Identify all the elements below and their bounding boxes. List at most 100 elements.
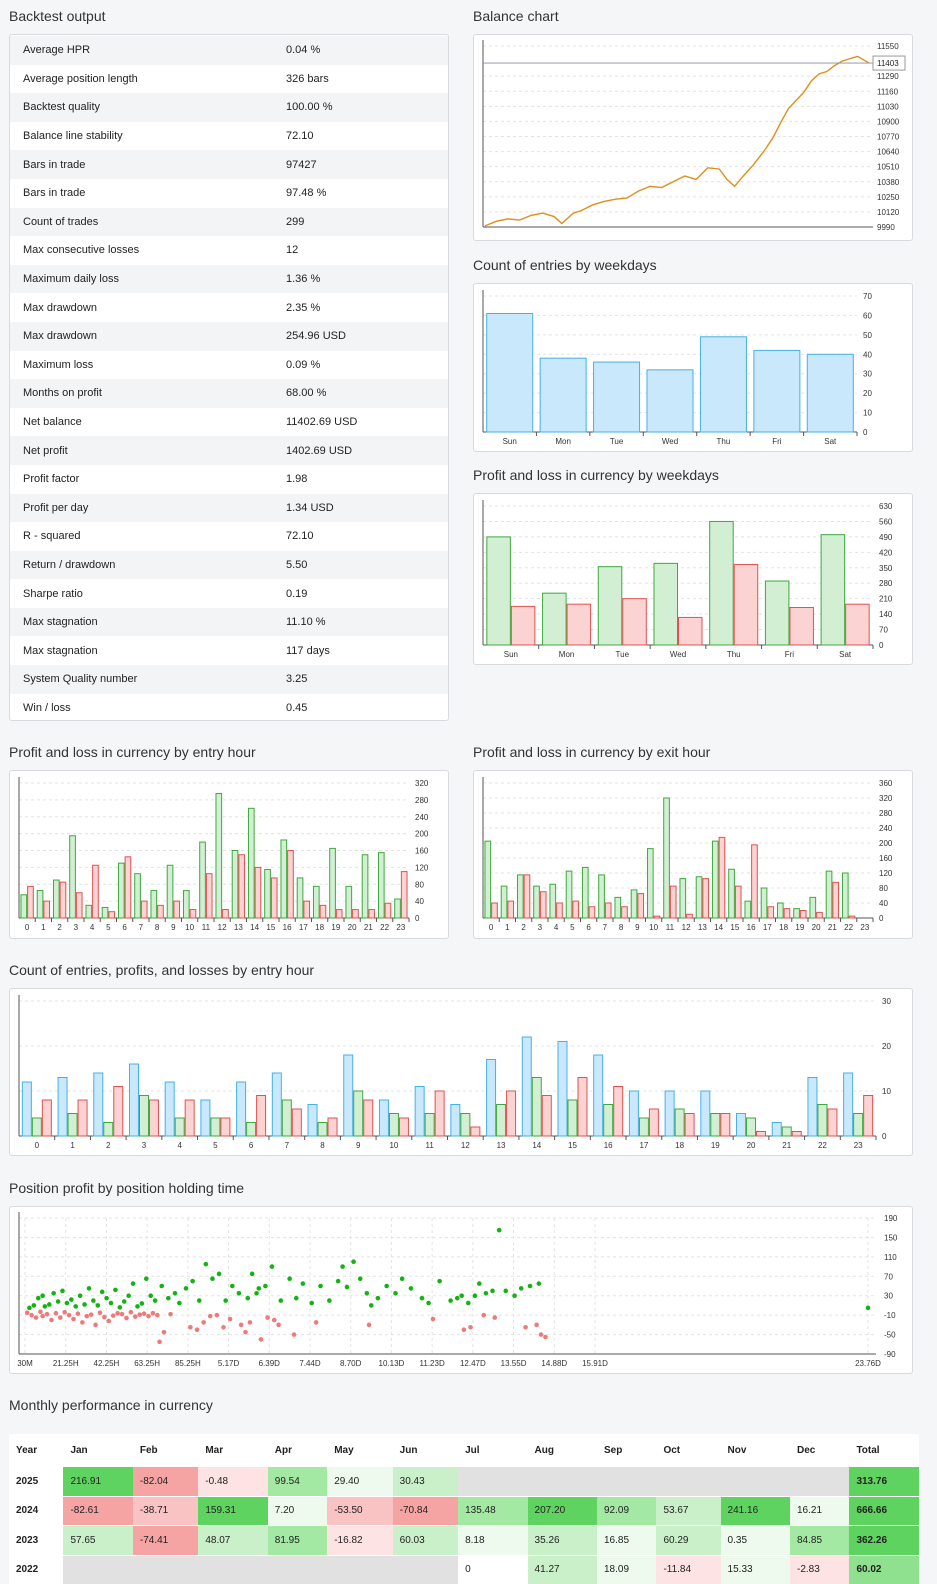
bar-red <box>684 1113 695 1137</box>
loss-point <box>137 1312 142 1317</box>
stat-value: 3.25 <box>273 665 448 694</box>
x-tick-label: Fri <box>772 437 782 446</box>
bar-red <box>621 906 628 919</box>
month-column-header: Mar <box>198 1434 268 1467</box>
bar-green <box>533 885 540 919</box>
pl-weekdays-chart: 0 70 140 210 280 350 420 490 560 630 Sun Mon Tue Wed T… <box>482 500 893 659</box>
x-tick-label: 7 <box>603 923 608 932</box>
y-tick-label: 120 <box>415 863 429 872</box>
loss-point <box>119 1311 125 1317</box>
bar-blue <box>486 1059 497 1137</box>
stat-row: Bars in trade 97.48 % <box>10 179 448 208</box>
profit-point <box>27 1305 32 1311</box>
month-value-cell: 30.43 <box>392 1466 459 1496</box>
bar-green <box>809 896 817 919</box>
bar-red <box>588 906 596 919</box>
loss-point <box>62 1309 67 1315</box>
loss-point <box>97 1310 103 1316</box>
bar-red <box>791 1131 802 1137</box>
x-tick-label: 17 <box>639 1141 648 1150</box>
x-tick-label: 21 <box>828 923 837 932</box>
month-value-cell: 15.33 <box>720 1554 790 1584</box>
y-tick-label: 190 <box>884 1214 898 1223</box>
x-tick-label: Mon <box>559 650 575 659</box>
bar-blue <box>21 1081 32 1137</box>
bar-red <box>220 1117 231 1137</box>
bar-green <box>166 864 174 919</box>
profit-point <box>399 1276 405 1282</box>
stat-label: Win / loss <box>23 701 71 714</box>
x-tick-label: Mon <box>555 437 571 446</box>
bar-red <box>222 909 229 919</box>
stat-row: Net profit 1402.69 USD <box>10 436 448 465</box>
loss-point <box>313 1320 319 1325</box>
pl-entry-hour-panel: 0 40 80 120 160 200 240 280 320 0 1 2 3 4 5 6 7 8 9 10 11 12 1… <box>9 770 449 939</box>
month-value-cell: 241.16 <box>720 1495 790 1526</box>
y-tick-label: 40 <box>863 350 872 359</box>
bar-blue <box>521 1036 532 1137</box>
bar-red <box>734 885 742 919</box>
stat-label: Maximum daily loss <box>10 264 273 294</box>
profit-point <box>448 1298 453 1303</box>
profit-point <box>309 1300 314 1306</box>
bar-red <box>845 603 870 646</box>
month-value-cell <box>392 1554 459 1584</box>
stat-value: 5.50 <box>273 550 448 580</box>
loss-point <box>481 1312 487 1318</box>
x-tick-label: 2 <box>521 923 526 932</box>
x-tick-label: 16 <box>604 1141 613 1150</box>
x-tick-label: 8 <box>320 1141 325 1150</box>
stat-value: 299 <box>273 207 448 237</box>
profit-point <box>375 1295 381 1301</box>
bar-blue <box>128 1063 139 1137</box>
profit-point <box>454 1295 460 1301</box>
loss-point <box>430 1316 436 1322</box>
stat-value: 72.10 <box>286 130 314 143</box>
profit-point <box>236 1290 242 1296</box>
bar-red <box>384 902 392 919</box>
bar-green <box>711 840 719 919</box>
x-tick-label: 19 <box>331 923 340 932</box>
loss-point <box>88 1312 94 1317</box>
stat-row: Maximum daily loss 1.36 % <box>10 264 448 294</box>
loss-point <box>161 1329 167 1335</box>
profit-point <box>203 1261 209 1267</box>
stat-label: Profit factor <box>23 473 80 486</box>
bar-blue <box>343 1054 354 1137</box>
profit-point <box>104 1295 109 1301</box>
stat-label: System Quality number <box>10 665 273 694</box>
bar-red <box>541 1095 552 1137</box>
y-tick-label: 60 <box>863 311 872 320</box>
y-tick-label: 10770 <box>877 133 900 142</box>
profit-point <box>364 1290 370 1296</box>
bar-red <box>789 606 814 646</box>
month-value-cell: 60.29 <box>656 1525 721 1555</box>
bar-red <box>398 1117 409 1137</box>
bar-red <box>832 881 840 919</box>
month-value-cell: -70.84 <box>392 1495 459 1526</box>
bar-red <box>637 893 645 919</box>
x-tick-label: 11.23D <box>420 1359 445 1368</box>
profit-point <box>126 1293 131 1299</box>
bar-green <box>695 876 703 919</box>
bar-red <box>27 885 34 919</box>
bar-green <box>353 1090 364 1137</box>
bar-green <box>760 887 768 919</box>
month-column-header: Sep <box>597 1434 657 1467</box>
y-tick-label: 11290 <box>877 72 899 81</box>
month-value-cell: 159.31 <box>198 1495 268 1526</box>
x-tick-label: 21 <box>364 923 373 932</box>
month-value-cell: 99.54 <box>267 1466 328 1496</box>
month-value-cell <box>267 1554 328 1584</box>
profit-point <box>177 1300 182 1306</box>
bar-red <box>77 1099 88 1137</box>
y-tick-label: 560 <box>879 517 893 526</box>
bar-red <box>400 871 408 919</box>
loss-point <box>188 1324 193 1330</box>
stat-value: 1.34 USD <box>273 493 448 523</box>
bar-green <box>174 1117 185 1137</box>
month-value-cell <box>327 1554 393 1584</box>
y-tick-label: 40 <box>415 897 424 906</box>
stat-value: 0.45 <box>286 701 308 714</box>
